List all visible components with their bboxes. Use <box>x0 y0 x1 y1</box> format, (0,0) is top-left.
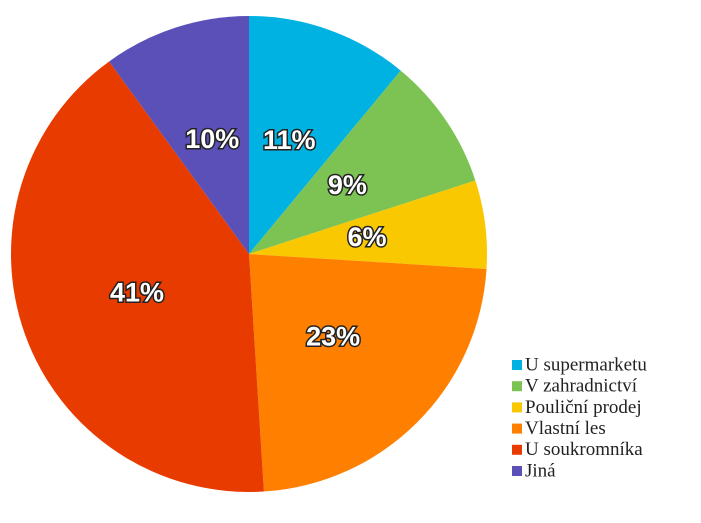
legend-swatch <box>512 381 522 392</box>
pie-slice <box>249 254 487 492</box>
value-label: 10% <box>185 124 239 154</box>
value-label: 6% <box>348 222 387 252</box>
legend-label: Pouliční prodej <box>525 397 642 418</box>
value-label: 23% <box>306 321 360 351</box>
value-label: 41% <box>110 277 164 307</box>
pie-slice <box>10 61 264 493</box>
pie-slice <box>249 16 401 254</box>
pie-slice <box>249 70 476 254</box>
legend-label: U supermarketu <box>525 354 647 375</box>
legend-swatch <box>512 423 522 434</box>
pie-slice <box>109 16 249 254</box>
legend-label: Vlastní les <box>525 418 606 439</box>
pie-slice <box>249 180 487 269</box>
legend-label: Jiná <box>525 460 556 481</box>
legend-swatch <box>512 444 522 455</box>
legend-swatch <box>512 360 522 370</box>
legend-label: V zahradnictví <box>525 376 638 397</box>
value-label: 9% <box>328 170 367 200</box>
legend-label: U soukromníka <box>525 439 643 460</box>
value-label: 11% <box>263 125 316 155</box>
legend-swatch <box>512 402 522 413</box>
legend-swatch <box>512 466 522 476</box>
